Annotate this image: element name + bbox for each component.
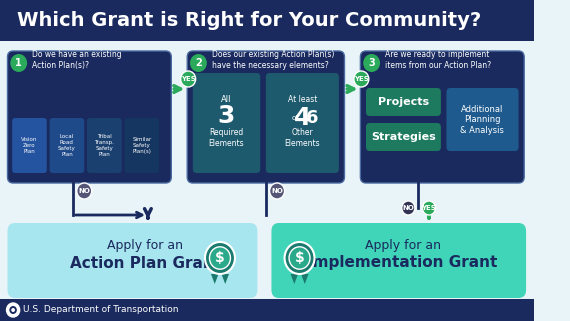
Bar (0, 299, 534, 321)
Text: Do we have an existing
Action Plan(s)?: Do we have an existing Action Plan(s)? (32, 50, 121, 70)
Text: Which Grant is Right for Your Community?: Which Grant is Right for Your Community? (17, 12, 481, 30)
Text: Are we ready to implement
items from our Action Plan?: Are we ready to implement items from our… (385, 50, 491, 70)
Circle shape (402, 201, 415, 215)
Circle shape (9, 306, 17, 314)
Text: Action Plan Grant: Action Plan Grant (70, 256, 221, 271)
FancyBboxPatch shape (7, 223, 258, 298)
Text: Implementation Grant: Implementation Grant (307, 256, 498, 271)
Circle shape (354, 71, 369, 87)
Text: YES: YES (181, 76, 196, 82)
Text: Similar
Safety
Plan(s): Similar Safety Plan(s) (132, 137, 152, 154)
Circle shape (210, 247, 230, 269)
Text: U.S. Department of Transportation: U.S. Department of Transportation (23, 306, 179, 315)
Text: 3: 3 (368, 58, 375, 68)
Text: 3: 3 (218, 104, 235, 128)
Circle shape (284, 242, 315, 274)
Text: 4: 4 (294, 106, 311, 130)
Text: NO: NO (402, 205, 414, 211)
Circle shape (6, 303, 19, 317)
Text: NO: NO (78, 188, 90, 194)
Polygon shape (211, 274, 218, 284)
Text: All: All (221, 96, 232, 105)
Bar (0, 0, 534, 41)
Circle shape (11, 308, 15, 312)
FancyBboxPatch shape (7, 51, 172, 183)
Text: Tribal
Transp.
Safety
Plan: Tribal Transp. Safety Plan (95, 134, 115, 157)
FancyBboxPatch shape (187, 51, 344, 183)
Text: Local
Road
Safety
Plan: Local Road Safety Plan (58, 134, 76, 157)
FancyBboxPatch shape (366, 88, 441, 116)
Circle shape (289, 247, 310, 269)
Text: At least: At least (288, 96, 317, 105)
Text: $: $ (295, 251, 304, 265)
Polygon shape (301, 274, 308, 284)
Text: Apply for an: Apply for an (364, 239, 441, 253)
Circle shape (270, 183, 284, 199)
Text: Vision
Zero
Plan: Vision Zero Plan (21, 137, 38, 154)
Text: Apply for an: Apply for an (107, 239, 183, 253)
FancyBboxPatch shape (124, 118, 159, 173)
Circle shape (363, 54, 380, 72)
Circle shape (181, 71, 196, 87)
Polygon shape (291, 274, 298, 284)
Text: 1: 1 (15, 58, 22, 68)
Text: Projects: Projects (378, 97, 429, 107)
FancyBboxPatch shape (360, 51, 524, 183)
FancyBboxPatch shape (193, 73, 260, 173)
Text: Does our existing Action Plan(s)
have the necessary elements?: Does our existing Action Plan(s) have th… (211, 50, 334, 70)
FancyBboxPatch shape (50, 118, 84, 173)
FancyBboxPatch shape (266, 73, 339, 173)
Polygon shape (222, 274, 229, 284)
Text: Required
Elements: Required Elements (209, 128, 245, 148)
FancyBboxPatch shape (446, 88, 519, 151)
FancyBboxPatch shape (12, 118, 47, 173)
Text: Additional
Planning
& Analysis: Additional Planning & Analysis (460, 105, 504, 135)
FancyBboxPatch shape (271, 223, 526, 298)
Circle shape (205, 242, 235, 274)
Text: $: $ (215, 251, 225, 265)
FancyBboxPatch shape (87, 118, 121, 173)
Text: YES: YES (354, 76, 369, 82)
Text: NO: NO (271, 188, 283, 194)
Text: 2: 2 (195, 58, 202, 68)
Circle shape (10, 54, 27, 72)
Text: 6: 6 (306, 109, 318, 127)
Text: Strategies: Strategies (371, 132, 436, 142)
Text: Other
Elements: Other Elements (284, 128, 320, 148)
Circle shape (77, 183, 92, 199)
Text: of: of (291, 115, 298, 121)
Text: YES: YES (422, 205, 436, 211)
FancyBboxPatch shape (366, 123, 441, 151)
Circle shape (422, 201, 435, 215)
Circle shape (190, 54, 207, 72)
